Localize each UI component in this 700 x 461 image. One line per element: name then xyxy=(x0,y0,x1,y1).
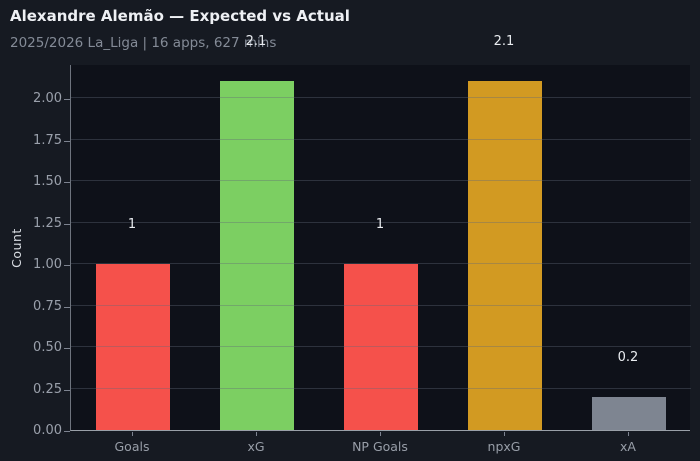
x-tick-label-npxg: npxG xyxy=(487,439,521,454)
chart-title: Alexandre Alemão — Expected vs Actual xyxy=(10,7,350,25)
y-tick-label: 0.75 xyxy=(33,299,62,314)
gridline xyxy=(71,263,691,264)
y-tick-label: 0.50 xyxy=(33,340,62,355)
y-tick-mark xyxy=(64,141,70,142)
bar-value-label: 2.1 xyxy=(245,34,267,49)
bar-np-goals xyxy=(344,264,418,430)
y-tick-mark xyxy=(64,99,70,100)
x-tick-label-xa: xA xyxy=(620,439,636,454)
y-tick-mark xyxy=(64,224,70,225)
bar-xg xyxy=(220,81,294,430)
x-tick-mark xyxy=(504,432,505,436)
y-tick-label: 2.00 xyxy=(33,91,62,106)
y-tick-mark xyxy=(64,431,70,432)
bar-value-label: 1 xyxy=(127,217,137,232)
gridline xyxy=(71,97,691,98)
x-tick-label-goals: Goals xyxy=(114,439,150,454)
x-tick-mark xyxy=(628,432,629,436)
gridline xyxy=(71,180,691,181)
gridline xyxy=(71,305,691,306)
x-tick-mark xyxy=(132,432,133,436)
chart-subtitle: 2025/2026 La_Liga | 16 apps, 627 mins xyxy=(10,35,277,51)
y-tick-label: 1.25 xyxy=(33,216,62,231)
y-tick-label: 1.00 xyxy=(33,257,62,272)
y-tick-mark xyxy=(64,390,70,391)
bar-xa xyxy=(592,397,666,430)
y-tick-mark xyxy=(64,307,70,308)
y-tick-mark xyxy=(64,265,70,266)
gridline xyxy=(71,388,691,389)
bar-goals xyxy=(96,264,170,430)
x-tick-mark xyxy=(380,432,381,436)
bar-value-label: 2.1 xyxy=(493,34,515,49)
y-tick-label: 0.25 xyxy=(33,382,62,397)
gridline xyxy=(71,222,691,223)
x-tick-label-np-goals: NP Goals xyxy=(352,439,408,454)
bar-value-label: 0.2 xyxy=(617,350,639,365)
y-tick-label: 1.75 xyxy=(33,133,62,148)
y-tick-mark xyxy=(64,182,70,183)
plot-area xyxy=(70,65,691,431)
y-tick-mark xyxy=(64,348,70,349)
y-tick-label: 0.00 xyxy=(33,423,62,438)
x-tick-label-xg: xG xyxy=(247,439,265,454)
gridline xyxy=(71,139,691,140)
y-tick-label: 1.50 xyxy=(33,174,62,189)
bar-value-label: 1 xyxy=(375,217,385,232)
x-tick-mark xyxy=(256,432,257,436)
gridline xyxy=(71,346,691,347)
bar-npxg xyxy=(468,81,542,430)
